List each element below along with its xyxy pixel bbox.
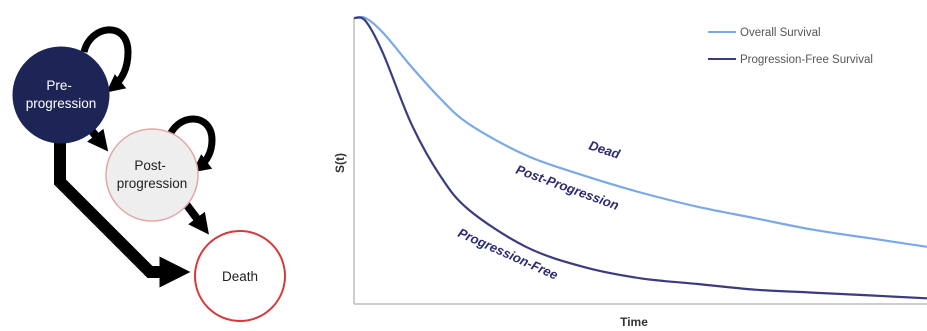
series-line-progression-free-survival	[353, 16, 927, 300]
x-axis-label: Time	[620, 315, 648, 329]
svg-text:Pre- progression: Pre- progression	[26, 78, 97, 111]
pre-progression-node: Pre- progression	[12, 46, 110, 144]
legend-label-progression-free-survival: Progression-Free Survival	[740, 54, 873, 66]
state-diagram: Pre- progression Post- progression Death	[12, 26, 286, 322]
death-label: Death	[222, 269, 258, 284]
post-progression-label-line2: progression	[117, 176, 188, 191]
pre-self-loop-arrow	[80, 26, 132, 93]
series-layer	[353, 15, 927, 300]
legend-label-overall-survival: Overall Survival	[740, 27, 821, 39]
post-progression-label-line1: Post-	[134, 158, 166, 173]
pre-progression-label-line2: progression	[26, 96, 97, 111]
survival-chart: S(t) Time Dead Post-Progression Progress…	[333, 15, 927, 329]
series-line-overall-survival	[353, 15, 927, 248]
legend: Overall Survival Progression-Free Surviv…	[708, 27, 873, 66]
post-to-death-arrow	[182, 201, 209, 235]
pre-to-death-arrow	[54, 138, 191, 288]
annotation-dead: Dead	[587, 138, 623, 162]
svg-text:Post- progression: Post- progression	[117, 158, 188, 191]
death-node: Death	[194, 230, 286, 322]
pre-progression-label-line1: Pre-	[46, 78, 72, 93]
y-axis-label: S(t)	[333, 153, 347, 173]
post-progression-node: Post- progression	[105, 128, 199, 222]
post-self-loop-arrow	[164, 115, 216, 173]
